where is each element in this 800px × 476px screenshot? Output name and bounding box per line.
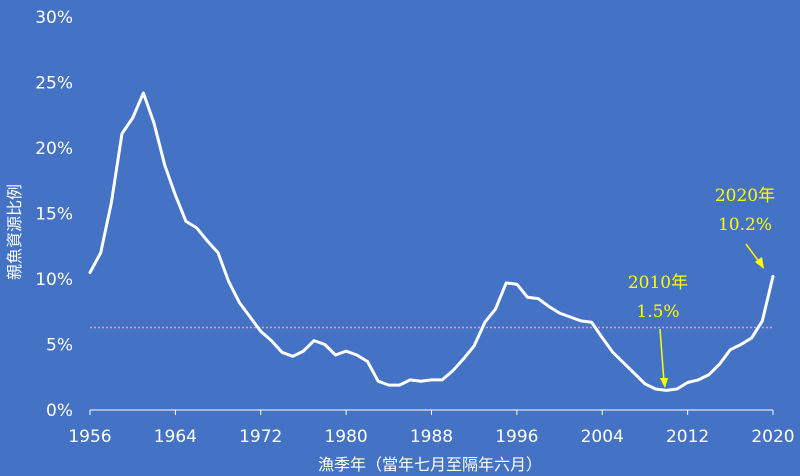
- y-tick-label: 15%: [35, 205, 73, 225]
- data-point: [761, 319, 764, 323]
- data-point: [633, 372, 636, 375]
- data-point: [505, 281, 508, 285]
- x-tick-label: 1972: [239, 427, 282, 447]
- data-point: [739, 343, 743, 346]
- y-tick-label: 5%: [46, 336, 73, 356]
- data-point: [174, 193, 177, 197]
- data-point: [697, 378, 700, 382]
- x-axis-title: 漁季年（當年七月至隔年六月）: [318, 455, 542, 474]
- data-point: [718, 362, 721, 366]
- data-point: [195, 226, 198, 230]
- data-point: [206, 239, 209, 243]
- data-point: [430, 378, 433, 382]
- x-tick-label: 2020: [751, 427, 794, 447]
- data-point: [280, 351, 284, 354]
- data-point: [579, 319, 583, 323]
- data-point: [302, 349, 305, 353]
- series-line: [88, 91, 775, 392]
- x-tick-label: 1980: [324, 427, 367, 447]
- data-point: [227, 280, 230, 283]
- data-point: [152, 121, 156, 125]
- data-point: [601, 336, 604, 340]
- annotation-2010: 2010年 1.5%: [628, 273, 688, 388]
- data-point: [312, 339, 316, 342]
- data-point: [291, 355, 294, 358]
- x-tick-label: 1988: [410, 427, 453, 447]
- data-point: [462, 357, 465, 361]
- data-point: [643, 382, 647, 385]
- data-point: [398, 383, 401, 387]
- data-point: [707, 373, 711, 376]
- x-tick-label: 1964: [154, 427, 197, 447]
- annotation-2020-year: 2020年: [715, 186, 775, 206]
- data-point: [408, 378, 412, 382]
- x-tick-label: 2012: [666, 427, 709, 447]
- data-point: [547, 305, 551, 308]
- annotation-2010-year: 2010年: [628, 273, 688, 293]
- data-point: [472, 344, 476, 348]
- data-point: [355, 353, 358, 357]
- data-point: [259, 330, 262, 333]
- data-point: [515, 283, 519, 286]
- data-point: [440, 378, 444, 382]
- data-point: [366, 360, 369, 363]
- data-point: [654, 387, 657, 391]
- data-point: [419, 379, 423, 383]
- data-points: [88, 91, 775, 392]
- data-point: [483, 321, 487, 324]
- data-point: [729, 348, 732, 351]
- data-point: [88, 271, 92, 274]
- annotation-2020-value: 10.2%: [718, 215, 772, 235]
- annotation-2020-arrow-shaft: [745, 243, 761, 264]
- data-point: [344, 349, 348, 353]
- data-point: [590, 321, 593, 324]
- data-point: [387, 383, 391, 387]
- data-point: [675, 387, 679, 391]
- data-point: [142, 91, 145, 95]
- annotation-2020: 2020年 10.2%: [715, 186, 775, 269]
- data-point: [569, 315, 572, 319]
- data-point: [494, 307, 497, 311]
- y-axis-title: 親魚資源比例: [5, 184, 24, 280]
- data-point: [120, 132, 124, 135]
- x-axis: 1956 1964 1972 1980 1988 1996 2004 2012 2020: [68, 427, 794, 447]
- data-point: [131, 116, 134, 120]
- data-point: [163, 163, 166, 167]
- x-tick-label: 2004: [581, 427, 624, 447]
- data-point: [558, 311, 561, 315]
- data-point: [451, 369, 455, 372]
- y-tick-label: 30%: [35, 8, 73, 28]
- data-point: [622, 361, 625, 365]
- annotation-2010-arrowhead: [660, 378, 668, 388]
- y-axis: 0% 5% 10% 15% 20% 25% 30%: [35, 8, 73, 421]
- data-point: [537, 297, 540, 300]
- data-point: [323, 343, 326, 346]
- data-point: [334, 353, 337, 357]
- data-point: [184, 220, 188, 223]
- data-point: [99, 251, 102, 254]
- data-point: [376, 379, 380, 383]
- x-tick-label: 1956: [68, 427, 111, 447]
- annotation-2010-arrow-shaft: [659, 328, 665, 383]
- annotation-2010-value: 1.5%: [636, 302, 679, 322]
- data-point: [526, 296, 529, 299]
- data-point: [216, 251, 220, 254]
- data-point: [110, 201, 113, 205]
- data-point: [248, 315, 252, 319]
- y-tick-label: 25%: [35, 74, 73, 94]
- y-tick-label: 20%: [35, 139, 73, 159]
- data-point: [750, 336, 753, 340]
- data-point: [270, 339, 273, 342]
- annotation-2020-arrowhead: [755, 257, 764, 269]
- data-point: [686, 381, 689, 384]
- data-point: [665, 389, 668, 392]
- x-tick-label: 1996: [495, 427, 538, 447]
- y-tick-label: 0%: [46, 401, 73, 421]
- x-tickmarks: [89, 410, 774, 415]
- data-point: [771, 275, 775, 278]
- data-point: [611, 351, 615, 354]
- data-point: [238, 301, 241, 304]
- y-tick-label: 10%: [35, 270, 73, 290]
